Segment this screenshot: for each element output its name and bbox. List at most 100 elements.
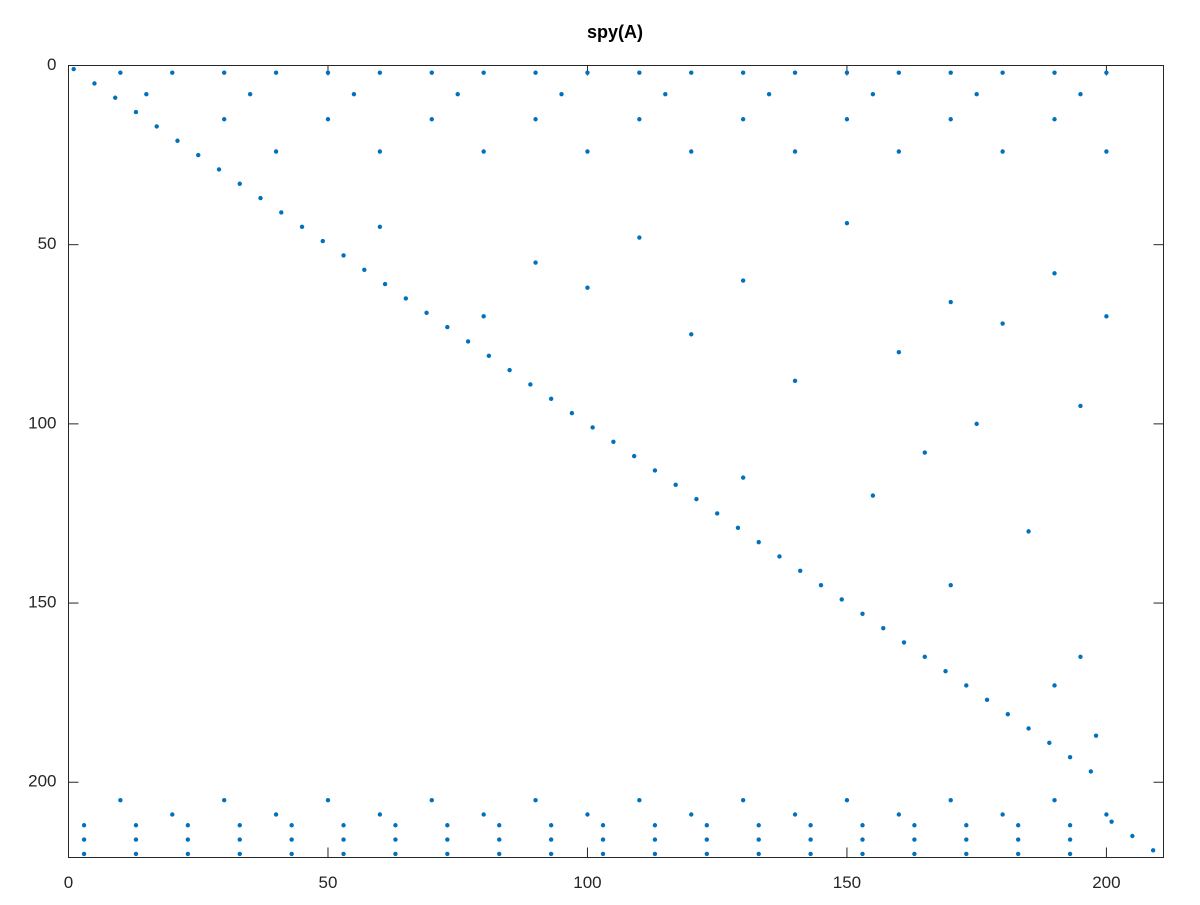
nonzero-point [273,812,279,817]
nonzero-point [585,70,590,75]
nonzero-point [170,70,175,75]
nonzero-point [663,91,668,97]
nonzero-point [237,851,242,857]
nonzero-point [289,851,294,857]
nonzero-point [133,851,139,857]
nonzero-point [133,837,139,842]
nonzero-point [424,310,429,315]
nonzero-point [1000,149,1005,154]
nonzero-point [481,149,486,154]
nonzero-point [1015,837,1021,842]
nonzero-point [1093,733,1099,738]
nonzero-point [792,812,798,817]
nonzero-point [740,70,746,75]
nonzero-point [896,349,902,355]
nonzero-point [559,91,564,97]
y-tick-label: 150 [28,593,56,612]
nonzero-point [704,823,710,828]
x-tick-label: 0 [64,873,73,892]
nonzero-point [1000,812,1005,817]
nonzero-point [279,210,284,215]
y-tick-label: 200 [28,772,56,791]
nonzero-point [299,224,305,229]
nonzero-point [548,837,554,842]
nonzero-point [445,851,450,857]
nonzero-point [590,425,595,430]
nonzero-point [289,837,294,842]
nonzero-point [740,475,746,480]
nonzero-point [382,281,388,287]
nonzero-point [585,812,590,817]
nonzero-point [1052,683,1057,688]
nonzero-point [481,314,486,319]
nonzero-point [756,539,761,545]
nonzero-point [133,109,139,115]
nonzero-point [689,332,694,337]
nonzero-point [652,837,658,842]
nonzero-point [81,823,87,828]
nonzero-point [756,837,761,842]
nonzero-point [740,278,746,283]
nonzero-point [429,797,434,803]
nonzero-point [631,453,637,459]
nonzero-point [1067,823,1073,828]
nonzero-point [735,525,741,530]
x-tick-label: 50 [319,873,338,892]
nonzero-point [273,149,279,154]
nonzero-point [341,253,346,258]
nonzero-point [1000,321,1005,326]
nonzero-point [325,70,331,75]
nonzero-point [808,823,813,828]
nonzero-point [507,367,512,373]
nonzero-point [118,70,123,75]
nonzero-point [81,837,87,842]
nonzero-point [860,851,865,857]
nonzero-point [1109,819,1114,824]
nonzero-point [673,482,678,487]
nonzero-point [844,117,850,122]
nonzero-point [1078,91,1083,97]
nonzero-point [912,851,917,857]
nonzero-point [756,851,761,857]
nonzero-point [740,117,746,122]
nonzero-point [377,812,383,817]
nonzero-point [216,167,222,172]
nonzero-point [792,378,798,384]
nonzero-point [984,697,990,703]
nonzero-point [777,554,782,559]
nonzero-point [273,70,279,75]
nonzero-point [237,823,242,828]
nonzero-point [600,851,606,857]
nonzero-point [948,117,953,122]
nonzero-point [445,823,450,828]
x-tick-label: 200 [1092,873,1120,892]
nonzero-point [689,812,694,817]
nonzero-point [792,70,798,75]
nonzero-point [486,353,492,358]
nonzero-point [818,582,824,588]
nonzero-point [844,797,850,803]
nonzero-point [320,238,325,244]
nonzero-point [118,797,123,803]
nonzero-point [637,235,642,240]
nonzero-point [637,70,642,75]
nonzero-point [170,812,175,817]
nonzero-point [393,837,398,842]
nonzero-point [569,410,575,416]
nonzero-point [393,851,398,857]
nonzero-point [533,260,538,265]
nonzero-point [948,299,953,305]
nonzero-point [1067,851,1073,857]
nonzero-point [247,91,253,97]
y-tick-label: 50 [38,234,57,253]
nonzero-point [964,851,969,857]
nonzero-point [221,117,227,122]
nonzero-point [1067,754,1073,760]
nonzero-point [912,823,917,828]
nonzero-point [948,582,953,588]
nonzero-point [497,851,502,857]
nonzero-point [113,95,118,100]
nonzero-point [1015,851,1021,857]
nonzero-point [393,823,398,828]
nonzero-point [896,149,902,154]
